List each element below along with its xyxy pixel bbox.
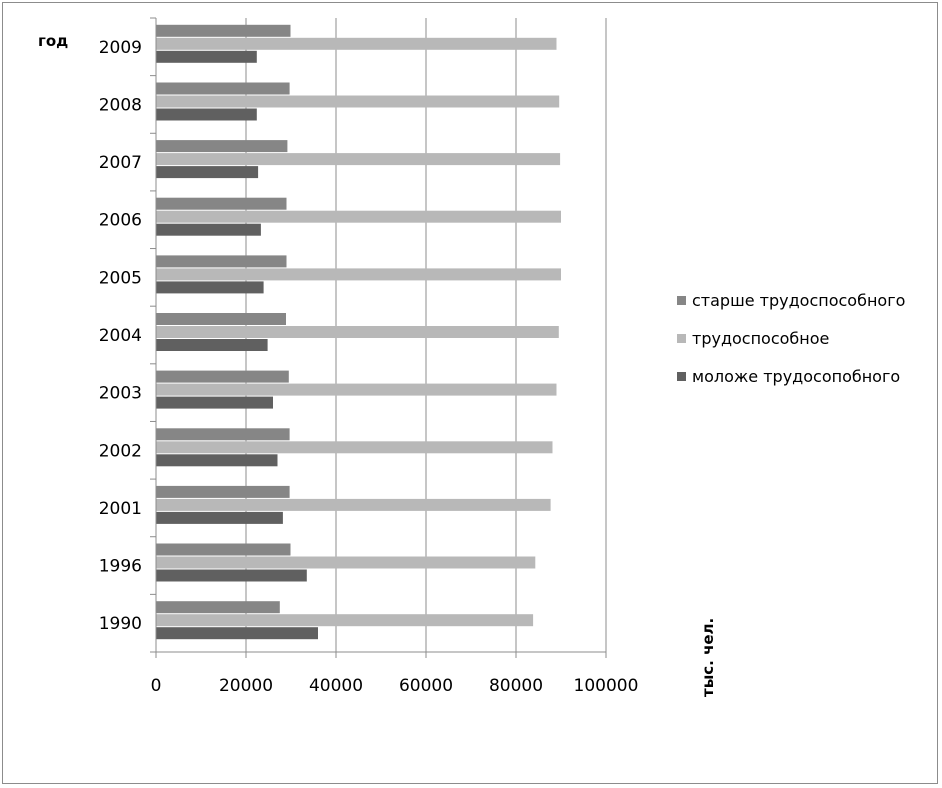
bar [156, 281, 264, 294]
y-tick-label: 1996 [99, 557, 142, 577]
bar [156, 153, 561, 166]
x-tick-label: 40000 [309, 676, 363, 696]
x-tick-label: 0 [151, 676, 162, 696]
y-tick-label: 2002 [99, 441, 142, 461]
y-tick-label: 2009 [99, 38, 142, 58]
bars [156, 24, 561, 640]
bar [156, 511, 283, 524]
legend: старше трудоспособного трудоспособное моло… [677, 291, 905, 386]
y-tick-labels: 1990 1996 2001 2002 2003 2004 2005 2006 2007 2008… [99, 38, 142, 634]
bar [156, 485, 290, 498]
bar [156, 313, 286, 325]
bar [156, 197, 287, 210]
bar [156, 370, 289, 383]
bar [156, 166, 259, 179]
y-tick-label: 2003 [99, 384, 142, 404]
bar [156, 108, 257, 121]
bar [156, 326, 559, 338]
bar [156, 498, 551, 511]
bar [156, 569, 307, 582]
y-tick-label: 2006 [99, 211, 142, 231]
y-axis-title: год [38, 32, 68, 50]
x-axis-title: тыс. чел. [699, 618, 717, 697]
x-tick-label: 80000 [489, 676, 543, 696]
bar [156, 268, 561, 281]
bar [156, 441, 553, 454]
x-tick-label: 60000 [399, 676, 453, 696]
bar [156, 556, 536, 569]
x-tick-labels: 0 20000 40000 60000 80000 100000 [151, 676, 639, 696]
bar [156, 95, 560, 108]
bar [156, 37, 557, 50]
bar [156, 454, 278, 467]
bar [156, 601, 280, 614]
y-tick-label: 2008 [99, 95, 142, 115]
axes [150, 17, 607, 658]
bar [156, 614, 534, 627]
y-tick-label: 2007 [99, 153, 142, 173]
x-tick-label: 20000 [219, 676, 273, 696]
bar [156, 428, 290, 441]
bar [156, 140, 288, 153]
legend-swatch [677, 296, 686, 305]
x-tick-label: 100000 [574, 676, 639, 696]
bar [156, 255, 287, 268]
legend-label: старше трудоспособного [692, 291, 905, 310]
legend-swatch [677, 334, 686, 343]
bar [156, 339, 268, 351]
legend-label: трудоспособное [692, 329, 829, 348]
y-tick-label: 2005 [99, 268, 142, 288]
bar [156, 383, 557, 396]
bar [156, 223, 261, 236]
bar [156, 543, 291, 556]
bar [156, 50, 257, 63]
y-tick-label: 2004 [99, 326, 142, 346]
legend-label: моложе трудосопобного [692, 367, 900, 386]
legend-swatch [677, 372, 686, 381]
bar [156, 210, 561, 223]
bar [156, 396, 273, 409]
y-tick-label: 2001 [99, 499, 142, 519]
bar [156, 82, 290, 95]
bar [156, 627, 318, 640]
bar [156, 24, 291, 37]
y-tick-label: 1990 [99, 614, 142, 634]
